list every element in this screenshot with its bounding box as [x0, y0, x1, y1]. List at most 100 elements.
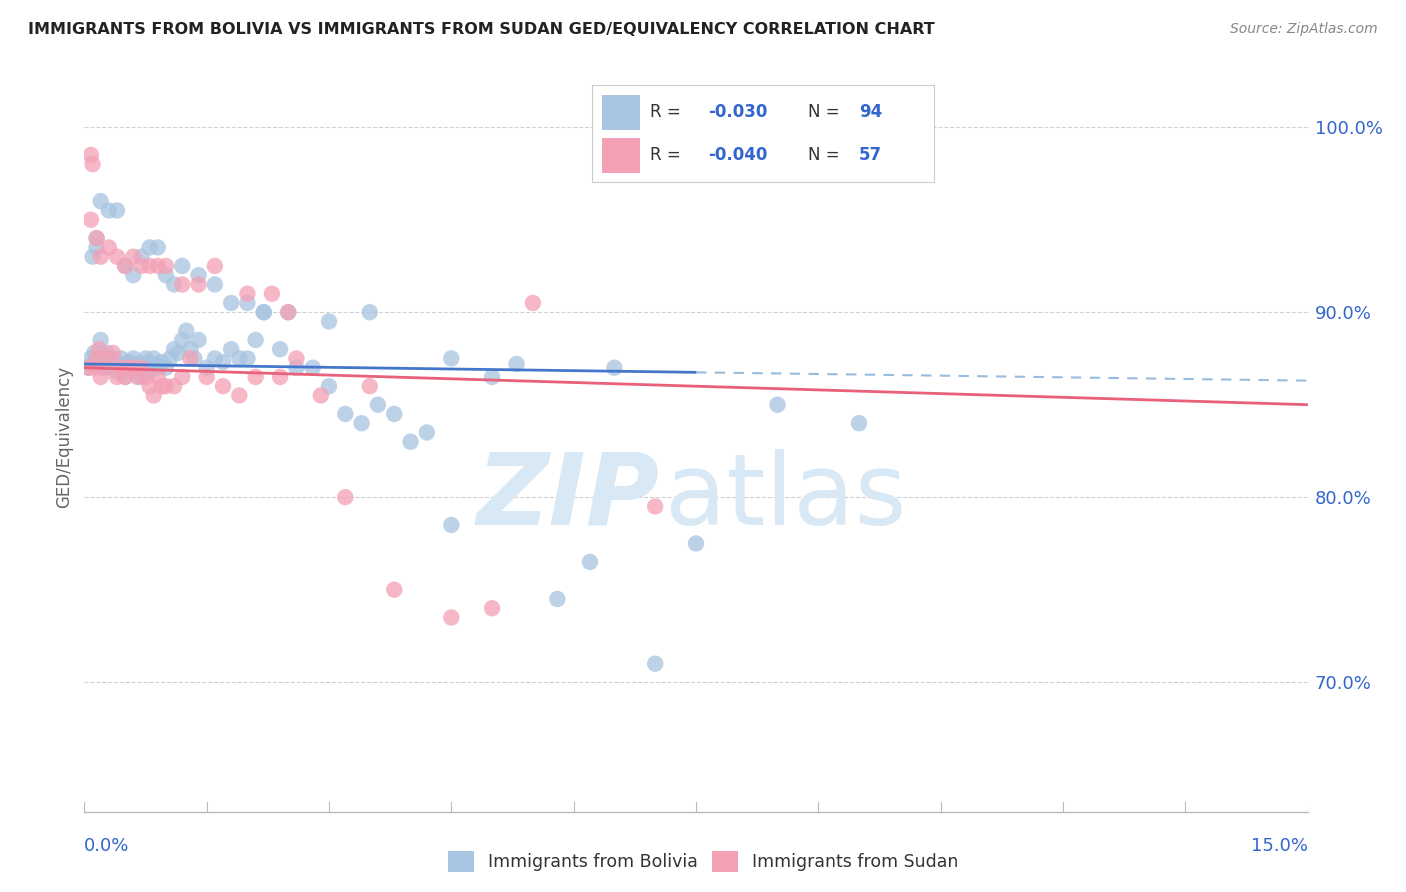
Point [335, 407, 357, 421]
Point [131, 259, 153, 273]
Point [350, 416, 373, 430]
Point [87, 342, 110, 356]
Point [481, 370, 503, 384]
Point [155, 268, 177, 283]
Point [277, 305, 299, 319]
Point [104, 355, 127, 369]
Text: IMMIGRANTS FROM BOLIVIA VS IMMIGRANTS FROM SUDAN GED/EQUIVALENCY CORRELATION CHA: IMMIGRANTS FROM BOLIVIA VS IMMIGRANTS FR… [28, 22, 935, 37]
Point [86, 231, 108, 245]
Point [97, 240, 120, 254]
Point [505, 357, 527, 371]
Point [96, 346, 118, 360]
Point [212, 379, 235, 393]
Point [416, 425, 439, 440]
Point [132, 357, 155, 371]
Point [187, 277, 209, 292]
Point [150, 355, 173, 369]
Point [146, 360, 169, 375]
Point [163, 342, 186, 356]
Point [212, 355, 235, 369]
Point [253, 305, 276, 319]
Point [174, 324, 197, 338]
Point [260, 286, 283, 301]
Point [122, 268, 145, 283]
Point [172, 370, 194, 384]
Point [118, 355, 141, 369]
Point [135, 370, 157, 384]
Point [195, 360, 218, 375]
Point [97, 351, 120, 366]
Point [83, 346, 105, 360]
Point [481, 601, 503, 615]
Point [167, 346, 190, 360]
Point [204, 351, 226, 366]
Point [83, 360, 105, 375]
Point [155, 360, 177, 375]
Point [245, 370, 267, 384]
Point [87, 355, 110, 369]
Point [138, 240, 160, 254]
Point [90, 250, 112, 264]
Point [228, 351, 250, 366]
Point [146, 240, 169, 254]
Point [131, 250, 153, 264]
Point [546, 591, 568, 606]
Point [146, 259, 169, 273]
Point [90, 333, 112, 347]
Text: Source: ZipAtlas.com: Source: ZipAtlas.com [1230, 22, 1378, 37]
Y-axis label: GED/Equivalency: GED/Equivalency [55, 366, 73, 508]
Point [114, 259, 136, 273]
Point [90, 370, 112, 384]
Point [245, 333, 267, 347]
Point [766, 398, 789, 412]
Point [86, 351, 108, 366]
Text: atlas: atlas [665, 449, 907, 546]
Point [204, 277, 226, 292]
Point [100, 360, 122, 375]
Point [122, 351, 145, 366]
Point [131, 360, 153, 375]
Point [172, 277, 194, 292]
Point [110, 351, 132, 366]
Point [86, 240, 108, 254]
Point [285, 351, 308, 366]
Point [82, 250, 104, 264]
Point [285, 360, 308, 375]
Point [112, 357, 135, 371]
Point [359, 305, 381, 319]
Point [318, 379, 340, 393]
Point [440, 518, 463, 533]
Point [138, 364, 160, 378]
Point [179, 351, 201, 366]
Point [97, 357, 120, 371]
Point [301, 360, 323, 375]
Point [90, 194, 112, 209]
Point [367, 398, 389, 412]
Point [382, 582, 405, 597]
Point [269, 342, 291, 356]
Point [82, 157, 104, 171]
Point [172, 259, 194, 273]
Point [138, 259, 160, 273]
Point [277, 305, 299, 319]
Point [127, 370, 149, 384]
Point [91, 360, 114, 375]
Point [318, 314, 340, 328]
Point [155, 259, 177, 273]
Point [80, 212, 103, 227]
Point [145, 357, 167, 371]
Point [183, 351, 205, 366]
Point [179, 342, 201, 356]
Point [110, 360, 132, 375]
Text: 0.0%: 0.0% [84, 837, 129, 855]
Point [114, 370, 136, 384]
Point [124, 357, 146, 371]
Point [382, 407, 405, 421]
Point [131, 360, 153, 375]
Point [135, 351, 157, 366]
Point [122, 250, 145, 264]
Point [269, 370, 291, 384]
Point [163, 277, 186, 292]
Point [121, 364, 143, 378]
Point [236, 351, 259, 366]
